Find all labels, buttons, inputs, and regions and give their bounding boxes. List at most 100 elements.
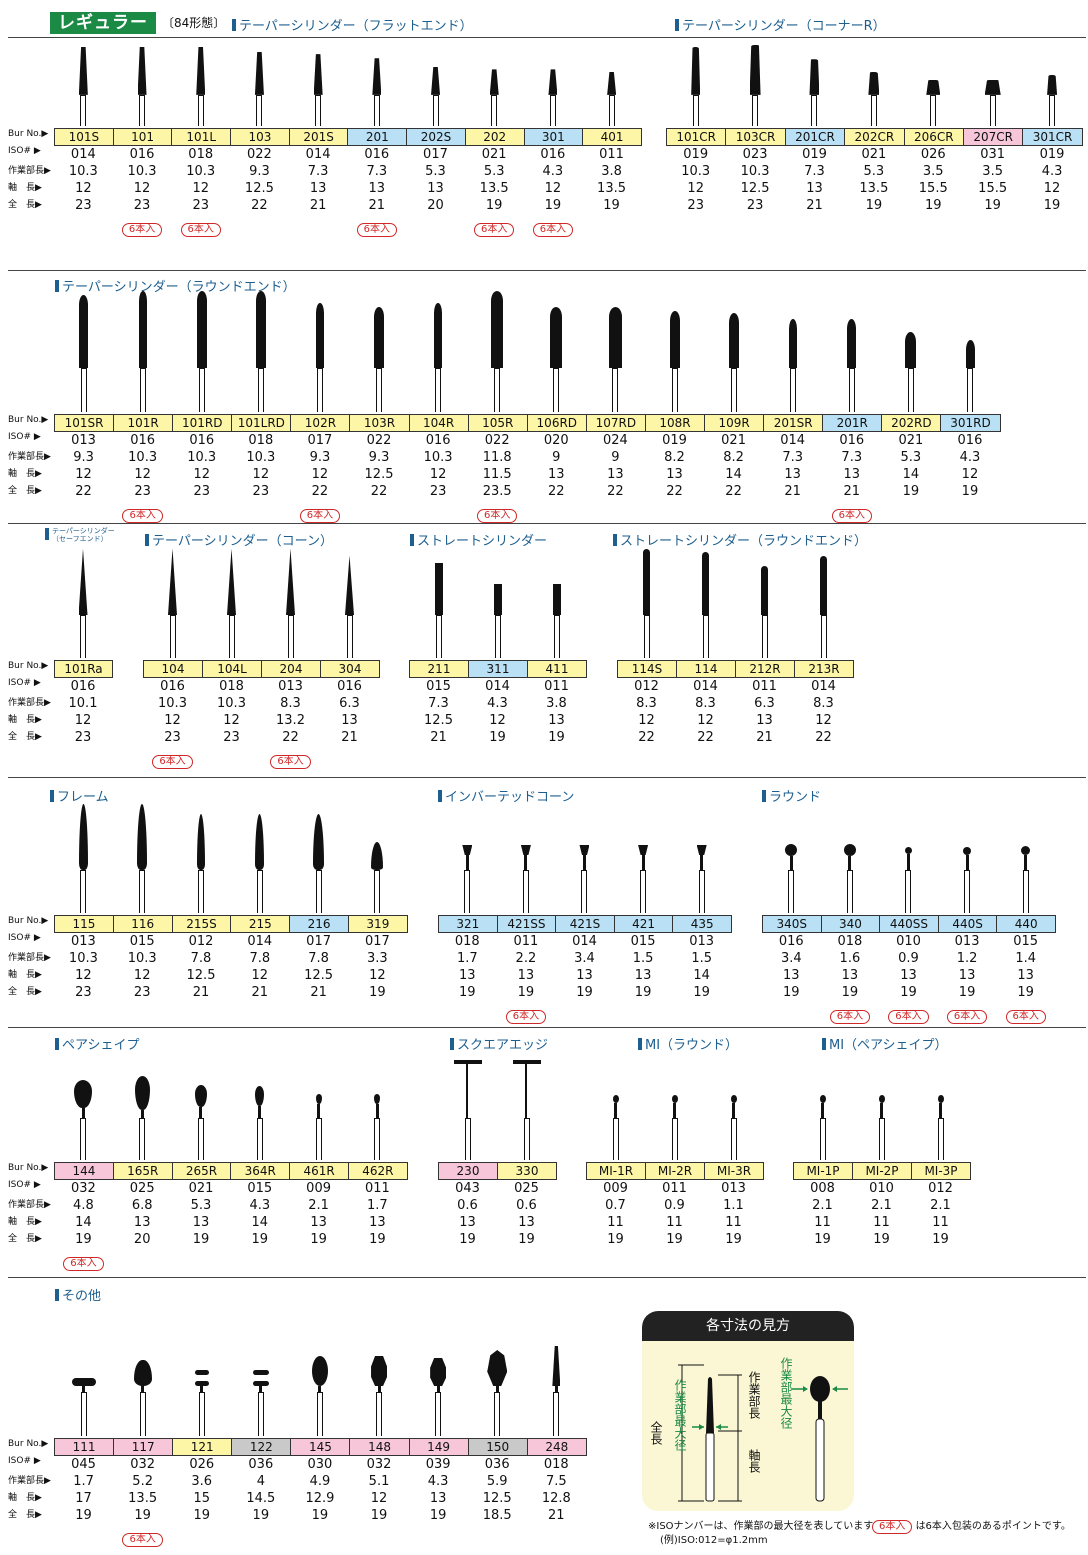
bur-number-cell[interactable]: 122 <box>232 1439 292 1455</box>
bur-number-cell[interactable]: 201 <box>348 129 408 145</box>
bur-number-cell[interactable]: 101SR <box>55 415 115 431</box>
bur-number-cell[interactable]: 216 <box>290 916 349 932</box>
bur-number-cell[interactable]: 304 <box>321 661 380 677</box>
bur-number-cell[interactable]: 201S <box>289 129 349 145</box>
value-total: 19 <box>634 985 652 1000</box>
bur-number-cell[interactable]: 206CR <box>904 129 964 145</box>
bur-number-cell[interactable]: 440S <box>938 916 998 932</box>
bur-number-cell[interactable]: 165R <box>113 1163 173 1179</box>
bur-number-cell[interactable]: 401 <box>583 129 642 145</box>
bur-number-cell[interactable]: 108R <box>645 415 706 431</box>
bur-number-cell[interactable]: 301RD <box>941 415 1001 431</box>
bur-number-cell[interactable]: 150 <box>468 1439 528 1455</box>
bur-number-cell[interactable]: 103 <box>231 129 290 145</box>
bur-number-cell[interactable]: 101LRD <box>232 415 292 431</box>
bur-number-cell[interactable]: 201SR <box>764 415 824 431</box>
bur-number-cell[interactable]: 109R <box>705 415 765 431</box>
bur-illustration <box>527 287 586 412</box>
bur-number-cell[interactable]: 215 <box>231 916 291 932</box>
bur-number-cell[interactable]: 101L <box>172 129 232 145</box>
bur-disc <box>194 1381 209 1386</box>
bur-number-cell[interactable]: 145 <box>291 1439 351 1455</box>
bur-number-cell[interactable]: 101Ra <box>55 661 113 677</box>
bur-number-cell[interactable]: 101CR <box>667 129 727 145</box>
bur-number-cell[interactable]: 202S <box>407 129 466 145</box>
bur-number-cell[interactable]: MI-3R <box>705 1163 764 1179</box>
bur-number-cell[interactable]: 114S <box>618 661 677 677</box>
forms-count: 〔84形態〕 <box>162 16 226 30</box>
bur-number-cell[interactable]: 107RD <box>586 415 646 431</box>
bur-number-cell[interactable]: 121 <box>173 1439 233 1455</box>
bur-number-cell[interactable]: 440 <box>997 916 1056 932</box>
bur-number-cell[interactable]: 204 <box>262 661 321 677</box>
bur-number-cell[interactable]: 202RD <box>882 415 942 431</box>
bur-number-cell[interactable]: 102R <box>291 415 351 431</box>
bur-number-cell[interactable]: 207CR <box>963 129 1024 145</box>
value-iso: 011 <box>752 679 777 694</box>
bur-number-cell[interactable]: 301 <box>524 129 584 145</box>
bur-number-cell[interactable]: 106RD <box>527 415 587 431</box>
bur-neck <box>673 1103 676 1119</box>
bur-number-cell[interactable]: 248 <box>527 1439 587 1455</box>
bur-number-cell[interactable]: MI-2P <box>853 1163 912 1179</box>
bur-number-cell[interactable]: 461R <box>290 1163 349 1179</box>
bur-number-cell[interactable]: 105R <box>468 415 528 431</box>
bur-number-cell[interactable]: 103CR <box>726 129 786 145</box>
bur-number-cell[interactable]: 101S <box>55 129 114 145</box>
bur-number-cell[interactable]: 104R <box>409 415 469 431</box>
bur-shank <box>820 615 827 658</box>
bur-number-cell[interactable]: 103R <box>350 415 410 431</box>
bur-number-cell[interactable]: 117 <box>114 1439 174 1455</box>
bur-number-cell[interactable]: 421S <box>556 916 615 932</box>
bur-number-cell[interactable]: 202 <box>465 129 525 145</box>
bur-shank <box>671 368 678 412</box>
bur-number-cell[interactable]: 202CR <box>845 129 905 145</box>
bur-number-cell[interactable]: MI-2R <box>646 1163 705 1179</box>
bur-number-cell[interactable]: 212R <box>736 661 795 677</box>
value-shaft: 14 <box>902 467 920 482</box>
bur-illustration <box>54 1300 113 1436</box>
bur-number-cell[interactable]: 330 <box>498 1163 557 1179</box>
bur-number-cell[interactable]: 421 <box>614 916 674 932</box>
bur-number-cell[interactable]: 201R <box>823 415 883 431</box>
bur-number-cell[interactable]: 104L <box>203 661 262 677</box>
bur-neck <box>525 1064 527 1119</box>
bur-number-cell[interactable]: 115 <box>55 916 114 932</box>
bur-number-cell[interactable]: 311 <box>469 661 528 677</box>
bur-number-cell[interactable]: 114 <box>677 661 736 677</box>
bur-number-cell[interactable]: 421SS <box>497 916 557 932</box>
bur-number-cell[interactable]: 435 <box>673 916 732 932</box>
bur-number-cell[interactable]: 364R <box>231 1163 291 1179</box>
value-shaft: 13 <box>459 968 476 983</box>
bur-number-cell[interactable]: 148 <box>350 1439 410 1455</box>
bur-number-cell[interactable]: MI-1R <box>587 1163 646 1179</box>
bur-number-cell[interactable]: 265R <box>172 1163 232 1179</box>
bur-number-cell[interactable]: 211 <box>410 661 469 677</box>
bur-head <box>434 562 443 616</box>
bur-number-cell[interactable]: 101R <box>114 415 174 431</box>
value-total: 19 <box>75 1232 92 1247</box>
bur-number-cell[interactable]: 111 <box>55 1439 115 1455</box>
bur-number-cell[interactable]: 101 <box>113 129 173 145</box>
bur-head <box>868 71 880 95</box>
bur-number-cell[interactable]: 440SS <box>880 916 939 932</box>
bur-number-cell[interactable]: 116 <box>113 916 173 932</box>
bur-number-cell[interactable]: 149 <box>409 1439 469 1455</box>
bur-number-cell[interactable]: 340S <box>763 916 822 932</box>
bur-number-cell[interactable]: 213R <box>795 661 854 677</box>
bur-number-cell[interactable]: 462R <box>348 1163 408 1179</box>
bur-number-cell[interactable]: 144 <box>55 1163 114 1179</box>
bur-number-cell[interactable]: MI-3P <box>912 1163 971 1179</box>
value-shaft: 12 <box>429 467 447 482</box>
bur-number-cell[interactable]: 230 <box>439 1163 498 1179</box>
bur-number-cell[interactable]: 101RD <box>173 415 233 431</box>
bur-number-cell[interactable]: 340 <box>821 916 881 932</box>
bur-number-cell[interactable]: 319 <box>348 916 408 932</box>
bur-number-cell[interactable]: MI-1P <box>794 1163 853 1179</box>
bur-number-cell[interactable]: 301CR <box>1023 129 1083 145</box>
bur-number-cell[interactable]: 104 <box>144 661 203 677</box>
bur-number-cell[interactable]: 411 <box>528 661 587 677</box>
bur-number-cell[interactable]: 201CR <box>785 129 846 145</box>
bur-number-cell[interactable]: 215S <box>172 916 232 932</box>
bur-number-cell[interactable]: 321 <box>439 916 498 932</box>
